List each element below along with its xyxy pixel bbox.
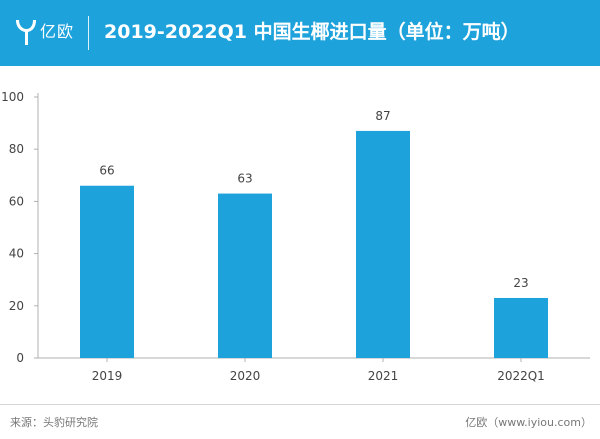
bar-chart: 0 20 40 60 80 100 66 2019 63 2020 87 2021 23 2022Q1 <box>1 90 590 383</box>
bar-2021 <box>356 130 410 358</box>
bar-2020 <box>218 193 272 358</box>
y-tick-label: 20 <box>9 299 24 313</box>
header-divider <box>88 16 89 50</box>
data-label-2021: 87 <box>375 109 390 123</box>
bar-2022Q1 <box>494 297 548 358</box>
yiou-logo-icon <box>16 20 36 45</box>
logo-text: 亿欧 <box>40 22 75 41</box>
header-bar: 亿欧 2019-2022Q1 中国生椰进口量（单位：万吨） <box>0 0 600 66</box>
x-tick-label-2021: 2021 <box>368 369 399 383</box>
bar-2019 <box>80 185 134 358</box>
data-label-2020: 63 <box>237 172 252 186</box>
x-tick-label-2020: 2020 <box>230 369 261 383</box>
data-label-2019: 66 <box>99 164 114 178</box>
footer-divider <box>0 404 600 405</box>
x-tick-label-2019: 2019 <box>92 369 123 383</box>
y-tick-label: 60 <box>9 194 24 208</box>
x-tick-label-2022Q1: 2022Q1 <box>497 369 545 383</box>
data-label-2022Q1: 23 <box>513 276 528 290</box>
y-tick-label: 0 <box>16 351 24 365</box>
y-tick-label: 40 <box>9 247 24 261</box>
y-tick-label: 80 <box>9 142 24 156</box>
page-title: 2019-2022Q1 中国生椰进口量（单位：万吨） <box>104 21 520 43</box>
y-tick-label: 100 <box>1 90 24 104</box>
source-text: 来源：头豹研究院 <box>10 416 98 429</box>
credit-text: 亿欧（www.iyiou.com） <box>465 416 592 429</box>
